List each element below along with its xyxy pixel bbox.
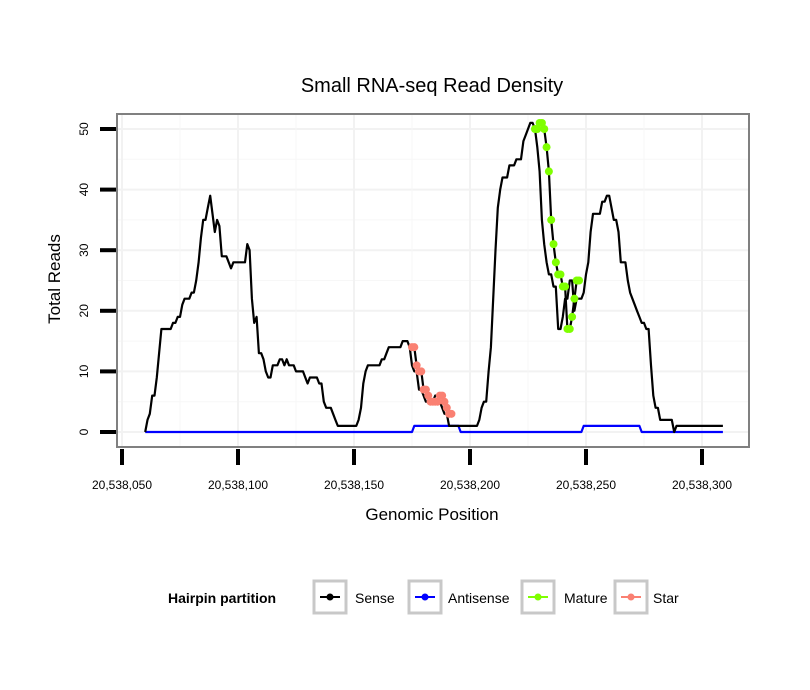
legend-entry-star: Star: [613, 579, 679, 615]
legend-key-point: [627, 593, 635, 601]
data-point-mature: [575, 276, 584, 285]
data-point-mature: [533, 125, 542, 133]
x-tick-label: 20,538,200: [440, 478, 500, 492]
y-axis-title: Total Reads: [45, 234, 64, 324]
x-tick-label: 20,538,300: [672, 478, 732, 492]
data-point-mature: [549, 240, 558, 249]
data-point-star: [440, 397, 449, 406]
data-point-mature: [570, 294, 579, 303]
legend-key: [520, 579, 556, 615]
legend-label: Antisense: [448, 590, 510, 606]
data-point-star: [417, 367, 426, 376]
data-point-star: [410, 343, 419, 352]
x-axis: 20,538,050 20,538,100 20,538,150 20,538,200…: [92, 449, 732, 492]
y-tick-label: 50: [77, 122, 91, 136]
series-line-antisense: [145, 424, 723, 434]
data-point-star: [447, 409, 456, 418]
data-point-mature: [565, 324, 574, 333]
data-point-mature: [542, 143, 551, 152]
y-tick-label: 20: [77, 304, 91, 318]
x-tick-label: 20,538,250: [556, 478, 616, 492]
data-point-mature: [547, 215, 556, 224]
data-point-mature: [561, 282, 570, 291]
y-tick-label: 30: [77, 243, 91, 257]
data-point-star: [438, 391, 447, 400]
legend-key-point: [534, 593, 542, 601]
legend-entry-mature: Mature: [520, 579, 608, 615]
y-tick-label: 10: [77, 364, 91, 378]
data-point-star: [442, 403, 451, 412]
grid: [117, 114, 749, 447]
legend-key-point: [326, 593, 334, 601]
x-axis-title: Genomic Position: [365, 505, 498, 524]
x-tick-label: 20,538,100: [208, 478, 268, 492]
data-point-mature: [556, 270, 565, 279]
plot-panel: [116, 113, 750, 448]
legend: Hairpin partition Sense Antisense Mature St…: [168, 579, 679, 615]
plot-border: [116, 113, 750, 448]
y-tick-label: 40: [77, 183, 91, 197]
data-point-star: [412, 361, 421, 370]
legend-label: Star: [653, 590, 679, 606]
legend-entry-antisense: Antisense: [407, 579, 510, 615]
x-tick-label: 20,538,150: [324, 478, 384, 492]
data-point-mature: [568, 312, 577, 321]
legend-label: Sense: [355, 590, 395, 606]
legend-label: Mature: [564, 590, 608, 606]
y-axis: 0 10 20 30 40 50: [77, 122, 116, 435]
series-points: [408, 118, 584, 418]
chart-title: Small RNA-seq Read Density: [301, 75, 563, 97]
y-tick-label: 0: [77, 428, 91, 435]
data-point-star: [433, 397, 442, 406]
legend-entries: Sense Antisense Mature Star: [312, 579, 679, 615]
x-tick-label: 20,538,050: [92, 478, 152, 492]
data-point-star: [421, 385, 430, 394]
data-point-mature: [544, 167, 553, 176]
legend-title: Hairpin partition: [168, 590, 276, 606]
data-point-star: [424, 391, 433, 400]
legend-key-point: [421, 593, 429, 601]
data-point-mature: [537, 118, 546, 127]
legend-entry-sense: Sense: [312, 579, 395, 615]
data-point-mature: [540, 125, 549, 133]
data-point-mature: [551, 258, 560, 267]
